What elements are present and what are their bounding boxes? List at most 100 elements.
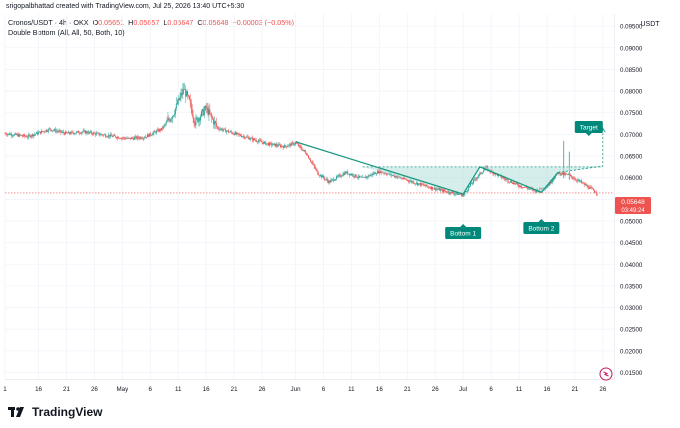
candle-body xyxy=(362,177,364,178)
target-projection xyxy=(558,128,604,173)
candle-body xyxy=(481,173,483,174)
candle-body xyxy=(28,134,30,136)
candle-body xyxy=(464,191,466,194)
y-tick-label: 0.07500 xyxy=(620,110,643,117)
candle-body xyxy=(188,96,190,100)
candle-body xyxy=(316,169,318,171)
candle-body xyxy=(360,176,362,178)
candle-body xyxy=(117,137,119,139)
candle-body xyxy=(434,187,436,191)
x-tick-label: Jul xyxy=(459,386,467,393)
candle-body xyxy=(249,139,251,140)
low-value: 0.05647 xyxy=(167,18,194,27)
candle-body xyxy=(418,183,420,184)
candle-body xyxy=(430,187,432,189)
candle-body xyxy=(21,135,23,136)
candle-body xyxy=(112,135,114,137)
candle-body xyxy=(186,91,188,97)
candle-body xyxy=(215,123,217,127)
candle-body xyxy=(561,172,563,175)
candle-body xyxy=(369,175,371,177)
candle-body xyxy=(438,188,440,190)
candle-body xyxy=(74,133,76,134)
candle-body xyxy=(520,185,522,188)
candle-body xyxy=(570,175,572,177)
candle-body xyxy=(425,184,427,186)
candle-body xyxy=(18,134,20,137)
candle-body xyxy=(82,130,84,132)
candle-body xyxy=(415,183,417,185)
candle-body xyxy=(78,133,80,134)
candle-body xyxy=(352,174,354,177)
candle-body xyxy=(268,143,270,146)
candle-body xyxy=(111,135,113,137)
candle-body xyxy=(522,187,524,188)
candle-body xyxy=(244,137,246,139)
price-axis[interactable]: USDT 0.09500 0.09000 0.08500 0.08000 0.07500… xyxy=(620,21,660,377)
candle-body xyxy=(591,187,593,189)
candle-body xyxy=(356,177,358,178)
low-label: L xyxy=(163,18,168,27)
candle-body xyxy=(497,174,499,176)
candle-body xyxy=(411,180,413,183)
candle-body xyxy=(368,175,370,177)
candle-body xyxy=(280,145,282,147)
candle-body xyxy=(99,134,101,136)
candle-body xyxy=(178,98,180,100)
candle-body xyxy=(163,124,165,127)
y-tick-label: 0.03500 xyxy=(620,283,643,290)
candle-body xyxy=(109,134,111,137)
candle-body xyxy=(53,129,55,131)
candle-body xyxy=(421,183,423,185)
candle-body xyxy=(457,192,459,195)
candle-body xyxy=(341,175,343,177)
candle-body xyxy=(51,130,53,132)
y-tick-label: 0.08000 xyxy=(620,89,643,96)
y-tick-label: 0.07000 xyxy=(620,132,643,139)
candle-body xyxy=(165,122,167,125)
candle-body xyxy=(52,130,54,131)
candle-body xyxy=(508,181,510,183)
candle-body xyxy=(463,193,465,196)
last-price-tag: 0.05648 03:49:24 xyxy=(615,197,651,214)
candle-body xyxy=(33,134,35,137)
x-tick-label: 11 xyxy=(348,386,355,393)
candle-body xyxy=(444,190,446,192)
candle-body xyxy=(210,113,212,115)
candle-body xyxy=(24,136,26,137)
candle-body xyxy=(106,136,107,138)
candle-body xyxy=(353,176,355,177)
candle-body xyxy=(106,136,108,138)
candle-body xyxy=(9,133,11,135)
symbol-label[interactable]: Cronos/USDT · 4h · OKX xyxy=(8,18,89,27)
candle-body xyxy=(46,130,48,132)
candle-body xyxy=(200,111,202,117)
candle-body xyxy=(197,117,199,122)
candle-body xyxy=(587,185,589,188)
candle-body xyxy=(218,128,220,130)
candle-body xyxy=(16,134,18,135)
candle-body xyxy=(196,117,198,119)
candle-body xyxy=(38,131,40,133)
candle-body xyxy=(467,190,469,192)
candle-body xyxy=(318,174,320,176)
candle-body xyxy=(426,184,428,187)
candle-body xyxy=(13,134,15,136)
candle-body xyxy=(493,173,495,174)
candle-body xyxy=(517,183,519,186)
x-tick-label: 26 xyxy=(599,386,606,393)
double-bottom-pattern: Bottom 1 Bottom 2 Target xyxy=(295,121,606,239)
price-chart[interactable]: Bottom 1 Bottom 2 Target USDT 0.09500 0.090… xyxy=(0,0,680,404)
alert-icon[interactable] xyxy=(599,367,613,381)
brand-logo[interactable]: TradingView xyxy=(8,404,102,420)
candle-body xyxy=(255,140,257,142)
y-tick-label: 0.03000 xyxy=(620,305,643,312)
candle-body xyxy=(527,188,529,189)
candle-body xyxy=(331,179,333,181)
candle-body xyxy=(87,133,89,134)
candle-body xyxy=(253,138,255,141)
open-label: O xyxy=(92,18,99,27)
candle-body xyxy=(10,134,12,135)
time-axis[interactable]: 1 16 21 26 May 6 11 16 21 26 Jun 6 11 16 21 26 Jul 6 11 16 2… xyxy=(3,386,607,393)
candle-body xyxy=(140,137,142,139)
